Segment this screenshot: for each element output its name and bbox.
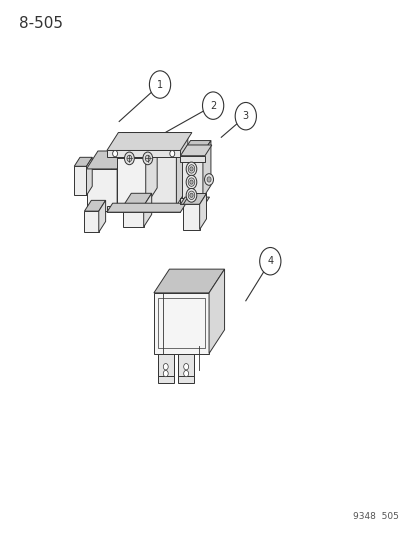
Polygon shape <box>107 150 180 157</box>
Polygon shape <box>182 141 210 153</box>
Circle shape <box>190 167 192 171</box>
Circle shape <box>259 247 280 275</box>
Circle shape <box>190 180 192 184</box>
Circle shape <box>124 152 134 165</box>
Circle shape <box>186 162 196 176</box>
Polygon shape <box>86 151 128 169</box>
Circle shape <box>188 165 194 173</box>
Polygon shape <box>84 211 99 232</box>
Text: 1: 1 <box>157 79 163 90</box>
Text: 4: 4 <box>267 256 273 266</box>
Polygon shape <box>86 157 92 195</box>
Polygon shape <box>180 197 209 204</box>
Circle shape <box>163 364 168 370</box>
Polygon shape <box>107 203 186 212</box>
Circle shape <box>235 102 256 130</box>
Circle shape <box>183 364 188 370</box>
Circle shape <box>188 191 194 199</box>
Polygon shape <box>143 193 151 227</box>
Circle shape <box>145 155 150 161</box>
Circle shape <box>163 370 168 377</box>
Polygon shape <box>145 140 157 206</box>
Circle shape <box>188 178 194 187</box>
Polygon shape <box>176 133 188 206</box>
Polygon shape <box>199 193 206 230</box>
Polygon shape <box>74 166 86 195</box>
Polygon shape <box>123 206 143 227</box>
Circle shape <box>206 177 211 182</box>
Polygon shape <box>74 157 92 166</box>
Circle shape <box>186 189 196 202</box>
Circle shape <box>149 71 170 98</box>
Circle shape <box>204 174 213 185</box>
Polygon shape <box>86 169 117 211</box>
Polygon shape <box>107 206 180 212</box>
Polygon shape <box>117 140 157 158</box>
Polygon shape <box>117 151 128 211</box>
Polygon shape <box>158 361 173 383</box>
Text: 3: 3 <box>242 111 248 121</box>
Polygon shape <box>180 156 204 162</box>
Circle shape <box>127 155 131 161</box>
Polygon shape <box>209 269 224 353</box>
Circle shape <box>183 370 188 377</box>
Polygon shape <box>99 200 105 232</box>
Polygon shape <box>183 193 206 204</box>
Circle shape <box>190 193 192 197</box>
Polygon shape <box>111 150 176 206</box>
Polygon shape <box>182 153 202 198</box>
Circle shape <box>142 152 152 165</box>
Polygon shape <box>107 133 191 150</box>
Polygon shape <box>180 198 204 204</box>
Polygon shape <box>84 200 105 211</box>
Polygon shape <box>117 158 145 206</box>
Text: 8-505: 8-505 <box>19 16 63 31</box>
Polygon shape <box>178 353 193 376</box>
Circle shape <box>169 150 174 157</box>
Polygon shape <box>178 361 193 383</box>
Polygon shape <box>183 204 199 230</box>
Polygon shape <box>154 293 209 353</box>
Polygon shape <box>111 133 188 150</box>
Polygon shape <box>158 353 173 376</box>
Polygon shape <box>202 141 210 198</box>
Polygon shape <box>180 145 211 156</box>
Circle shape <box>186 175 196 189</box>
Polygon shape <box>154 269 224 293</box>
Circle shape <box>112 150 117 157</box>
Text: 2: 2 <box>209 101 216 111</box>
Polygon shape <box>123 193 151 206</box>
Text: 9348  505: 9348 505 <box>352 512 398 521</box>
Circle shape <box>202 92 223 119</box>
